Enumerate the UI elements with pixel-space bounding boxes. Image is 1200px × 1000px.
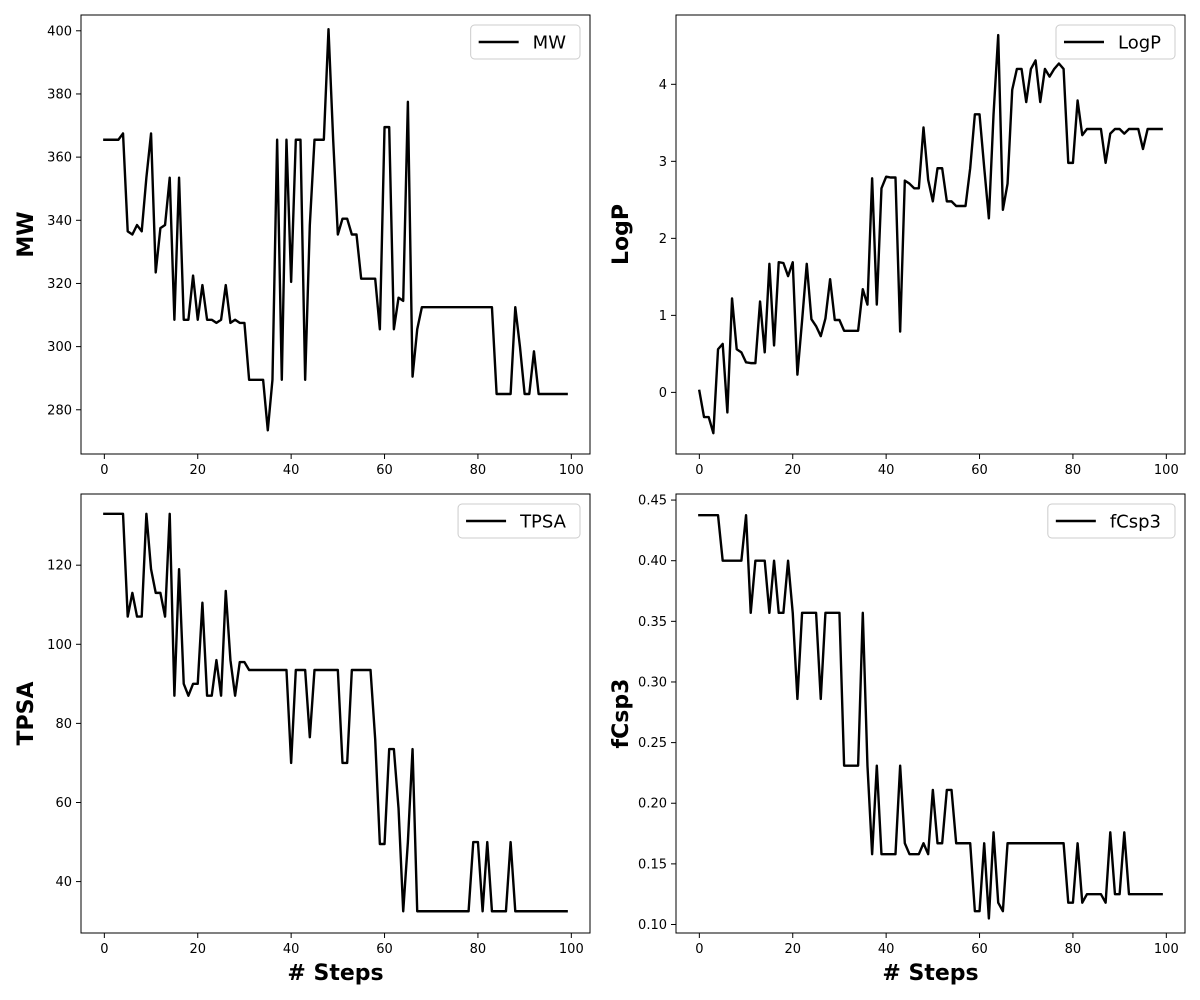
y-axis-label: fCsp3 [609,679,634,749]
legend-label: TPSA [519,512,567,533]
y-tick-label: 40 [55,875,72,890]
x-tick-label: 60 [971,942,988,957]
x-tick-label: 60 [376,463,393,478]
y-tick-label: 80 [55,717,72,732]
y-tick-label: 60 [55,796,72,811]
axes-frame [675,14,1186,455]
y-tick-label: 320 [47,277,72,292]
y-tick-label: 0.45 [638,494,667,509]
x-axis-label: # Steps [287,961,383,986]
y-axis-label: MW [14,211,39,257]
legend-label: MW [533,33,567,54]
legend: MW [470,24,581,60]
x-tick-label: 100 [559,463,584,478]
legend: TPSA [457,503,581,539]
chart-panel-tpsa: 0 20 40 60 80 100 40 60 80 100 120 TPSA # Steps TPSA [14,493,591,986]
x-tick-label: 20 [189,942,206,957]
y-tick-label: 0.10 [638,918,667,933]
x-axis-label: # Steps [882,961,978,986]
y-tick-label: 400 [47,24,72,39]
x-tick-label: 20 [784,942,801,957]
y-tick-label: 0.20 [638,797,667,812]
legend-label: fCsp3 [1110,512,1161,533]
legend: LogP [1055,24,1176,60]
legend-box [1047,503,1176,539]
x-tick-label: 100 [559,942,584,957]
x-tick-label: 20 [189,463,206,478]
axes-frame [80,493,591,934]
series-line-tpsa [103,512,568,913]
x-tick-label: 20 [784,463,801,478]
x-tick-label: 100 [1154,463,1179,478]
x-tick-label: 40 [878,942,895,957]
y-axis-label: LogP [609,204,634,265]
x-tick-label: 40 [283,942,300,957]
x-tick-label: 0 [100,463,108,478]
y-tick-label: 0.30 [638,675,667,690]
x-tick-label: 60 [376,942,393,957]
x-tick-label: 40 [283,463,300,478]
y-axis-label: TPSA [14,681,39,745]
x-tick-label: 80 [1065,942,1082,957]
x-tick-label: 0 [100,942,108,957]
series-line-fcsp3 [698,514,1163,920]
legend-box [1055,24,1176,60]
x-tick-label: 80 [470,463,487,478]
x-tick-label: 60 [971,463,988,478]
chart-panel-logp: 0 20 40 60 80 100 0 1 2 3 4 LogP LogP [609,14,1186,478]
y-tick-label: 300 [47,340,72,355]
axes-frame [675,493,1186,934]
legend-label: LogP [1118,33,1161,54]
y-tick-label: 380 [47,87,72,102]
chart-panel-fcsp3: 0 20 40 60 80 100 0.10 0.15 0.20 0.25 0.30 0.35 0.40… [609,493,1186,986]
y-tick-label: 280 [47,403,72,418]
x-tick-label: 80 [470,942,487,957]
y-tick-label: 2 [659,232,667,247]
chart-panel-mw: 0 20 40 60 80 100 280 300 320 340 360 380 400 MW MW [14,14,591,478]
y-tick-label: 1 [659,309,667,324]
y-tick-label: 340 [47,214,72,229]
x-tick-label: 40 [878,463,895,478]
y-tick-label: 100 [47,638,72,653]
x-tick-label: 100 [1154,942,1179,957]
y-tick-label: 0 [659,386,667,401]
axes-frame [80,14,591,455]
x-tick-label: 0 [695,942,703,957]
legend-box [457,503,581,539]
x-tick-label: 0 [695,463,703,478]
series-line-mw [103,28,568,432]
y-tick-label: 3 [659,155,667,170]
x-tick-label: 80 [1065,463,1082,478]
y-tick-label: 0.25 [638,736,667,751]
y-tick-label: 0.35 [638,615,667,630]
legend: fCsp3 [1047,503,1176,539]
y-tick-label: 0.15 [638,857,667,872]
y-tick-label: 360 [47,151,72,166]
y-tick-label: 120 [47,559,72,574]
series-line-logp [697,33,1163,435]
y-tick-label: 4 [659,78,667,93]
legend-box [470,24,581,60]
y-tick-label: 0.40 [638,554,667,569]
